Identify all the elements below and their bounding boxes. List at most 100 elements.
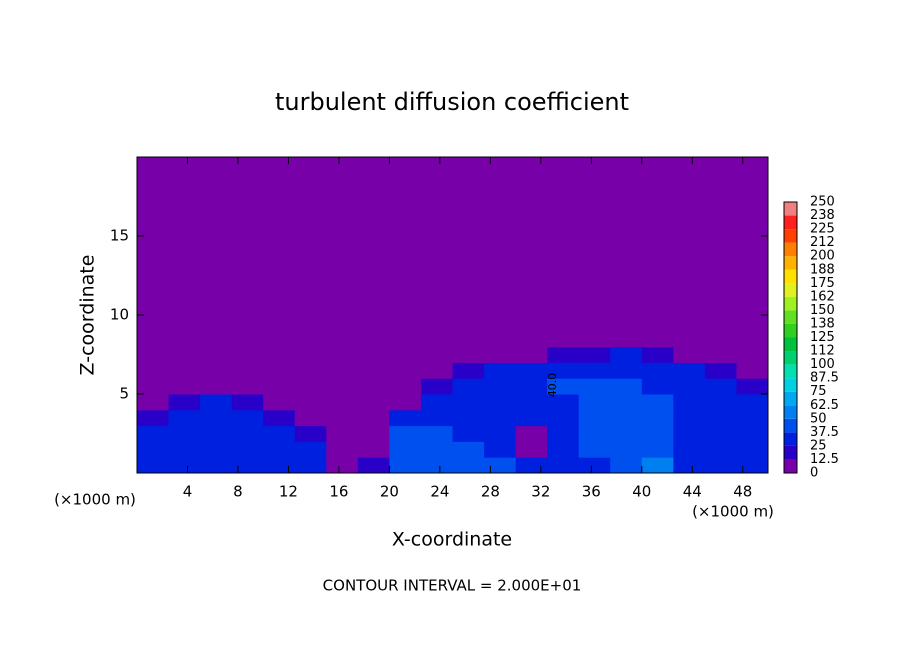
- field-cell: [420, 362, 453, 379]
- field-cell: [326, 362, 359, 379]
- field-cell: [515, 425, 548, 442]
- field-cell: [357, 409, 390, 427]
- colorbar-frame: [783, 201, 798, 474]
- colorbar-band: [784, 296, 797, 311]
- field-cell: [610, 346, 643, 363]
- y-tick-label: 15: [110, 227, 129, 245]
- y-tick-label: 10: [110, 306, 129, 324]
- field-cell: [357, 394, 390, 411]
- colorbar-label: 125: [810, 330, 835, 345]
- field-cell: [641, 409, 674, 427]
- field-cell: [294, 425, 327, 442]
- field-cell: [515, 378, 548, 395]
- field-cell: [515, 157, 548, 348]
- field-cell: [200, 441, 233, 458]
- field-cell: [452, 457, 485, 474]
- field-cell: [263, 409, 296, 427]
- field-cell: [515, 362, 548, 379]
- field-cell: [673, 425, 706, 442]
- field-cell: [168, 409, 201, 427]
- field-cell: [231, 378, 264, 395]
- field-cell: [673, 362, 706, 379]
- field-cell: [137, 346, 170, 363]
- field-cell: [610, 362, 643, 379]
- colorbar-band: [784, 229, 797, 243]
- field-cell: [641, 441, 674, 458]
- colorbar-label: 0: [810, 466, 818, 481]
- field-cell: [736, 409, 769, 427]
- y-axis-label: Z-coordinate: [77, 255, 99, 376]
- field-cell: [137, 157, 170, 348]
- field-cell: [357, 378, 390, 395]
- field-cell: [137, 378, 170, 395]
- field-cell: [673, 346, 706, 363]
- field-cell: [294, 378, 327, 395]
- colorbar-label: 138: [810, 316, 835, 331]
- field-cell: [515, 346, 548, 363]
- field-cell: [673, 157, 706, 348]
- field-cell: [168, 394, 201, 411]
- x-tick-label: 4: [183, 483, 193, 501]
- colorbar-band: [784, 283, 797, 297]
- colorbar-label: 62.5: [810, 398, 839, 413]
- field-cell: [641, 457, 674, 474]
- field-cell: [389, 457, 422, 474]
- field-cell: [610, 425, 643, 442]
- colorbar-label: 200: [810, 249, 835, 264]
- field-cell: [263, 425, 296, 442]
- x-unit-label: (×1000 m): [54, 491, 136, 509]
- field-cell: [168, 157, 201, 348]
- field-cell: [389, 378, 422, 395]
- field-cell: [231, 457, 264, 474]
- field-cell: [452, 157, 485, 348]
- colorbar-band: [784, 391, 797, 406]
- colorbar-label: 37.5: [810, 425, 839, 440]
- field-cell: [484, 362, 517, 379]
- field-cell: [578, 362, 611, 379]
- colorbar-label: 175: [810, 276, 835, 291]
- field-cell: [389, 157, 422, 348]
- colorbar-label: 250: [810, 195, 835, 210]
- field-cell: [326, 409, 359, 427]
- colorbar-label: 238: [810, 208, 835, 223]
- field-cell: [137, 425, 170, 442]
- field-cell: [168, 457, 201, 474]
- field-cell: [452, 425, 485, 442]
- field-cell: [389, 409, 422, 427]
- field-cell: [357, 457, 390, 474]
- field-cell: [736, 157, 769, 348]
- field-cell: [231, 362, 264, 379]
- field-cell: [137, 457, 170, 474]
- field-cell: [263, 362, 296, 379]
- field-cell: [294, 362, 327, 379]
- field-cell: [484, 409, 517, 427]
- field-cell: [736, 346, 769, 363]
- field-cell: [168, 378, 201, 395]
- field-cell: [578, 441, 611, 458]
- field-cell: [547, 409, 580, 427]
- field-cell: [263, 394, 296, 411]
- field-cell: [263, 441, 296, 458]
- field-cell: [578, 409, 611, 427]
- field-cell: [641, 346, 674, 363]
- field-cell: [610, 409, 643, 427]
- x-tick-label: 48: [733, 483, 752, 501]
- x-tick-label: 44: [683, 483, 702, 501]
- field-cell: [137, 409, 170, 427]
- field-cell: [515, 409, 548, 427]
- colorbar-label: 25: [810, 438, 827, 453]
- field-cell: [578, 378, 611, 395]
- field-cell: [200, 378, 233, 395]
- field-cell: [326, 394, 359, 411]
- x-tick-label: 8: [233, 483, 243, 501]
- annotation: CONTOUR INTERVAL = 2.000E+01: [323, 577, 582, 595]
- x-tick-label: 40: [632, 483, 651, 501]
- field-cell: [484, 346, 517, 363]
- field-cell: [736, 378, 769, 395]
- field-cell: [610, 378, 643, 395]
- field-cell: [389, 425, 422, 442]
- colorbar-band: [784, 256, 797, 270]
- field-cell: [231, 394, 264, 411]
- field-cell: [389, 362, 422, 379]
